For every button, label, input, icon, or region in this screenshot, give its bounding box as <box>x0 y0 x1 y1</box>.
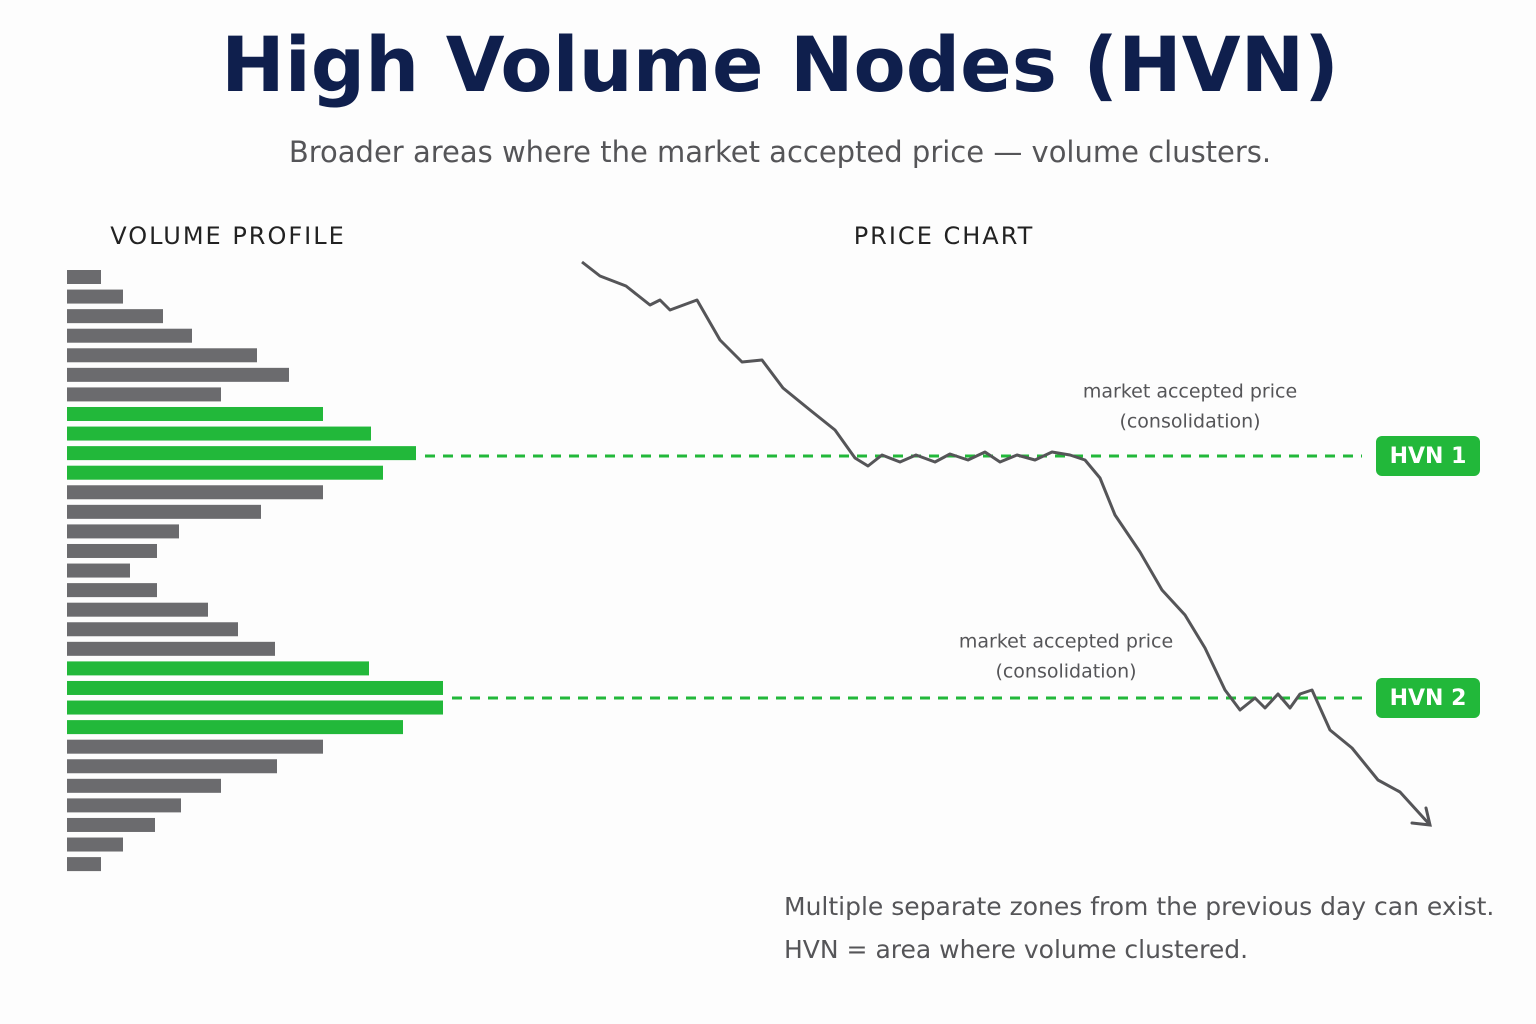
footer-line: HVN = area where volume clustered. <box>784 935 1248 964</box>
volume-bar <box>67 387 221 402</box>
volume-bar <box>67 504 261 519</box>
volume-bar <box>67 661 369 676</box>
volume-bar <box>67 309 163 324</box>
volume-bar <box>67 406 323 421</box>
volume-bar <box>67 563 130 578</box>
volume-bar <box>67 485 323 500</box>
volume-bar <box>67 720 403 735</box>
volume-bar <box>67 289 123 304</box>
hvn-label: HVN 1 <box>1390 444 1467 469</box>
panel-title: PRICE CHART <box>854 222 1035 250</box>
annotation: market accepted price <box>959 631 1173 653</box>
volume-bar <box>67 543 157 558</box>
price-line <box>581 260 1432 827</box>
volume-bar <box>67 348 257 363</box>
annotation: market accepted price <box>1083 381 1297 403</box>
footer-line: Multiple separate zones from the previou… <box>784 892 1494 921</box>
volume-bar <box>67 583 157 598</box>
volume-bar <box>67 328 192 343</box>
volume-bar <box>67 426 371 441</box>
volume-bar <box>67 857 101 872</box>
hvn-label: HVN 2 <box>1390 686 1467 711</box>
volume-bar <box>67 641 275 656</box>
arrow-head <box>1410 806 1432 827</box>
volume-bar <box>67 817 155 832</box>
volume-bar <box>67 798 181 813</box>
volume-bar <box>67 524 179 539</box>
volume-bar <box>67 367 289 382</box>
volume-bar <box>67 465 383 480</box>
volume-bar <box>67 759 277 774</box>
volume-bar <box>67 739 323 754</box>
annotation: (consolidation) <box>1119 411 1260 433</box>
annotation: (consolidation) <box>995 661 1136 683</box>
title: High Volume Nodes (HVN) <box>221 20 1339 109</box>
volume-bar <box>67 446 416 461</box>
volume-bar <box>67 778 221 793</box>
volume-bar <box>67 680 443 695</box>
panel-title: VOLUME PROFILE <box>110 222 346 250</box>
volume-bar <box>67 270 101 284</box>
hvn-label-box <box>1376 436 1480 476</box>
subtitle: Broader areas where the market accepted … <box>289 135 1271 169</box>
hvn-label-box <box>1376 678 1480 718</box>
volume-bar <box>67 837 123 852</box>
volume-bar <box>67 700 443 715</box>
volume-bar <box>67 602 208 617</box>
volume-bar <box>67 622 238 637</box>
